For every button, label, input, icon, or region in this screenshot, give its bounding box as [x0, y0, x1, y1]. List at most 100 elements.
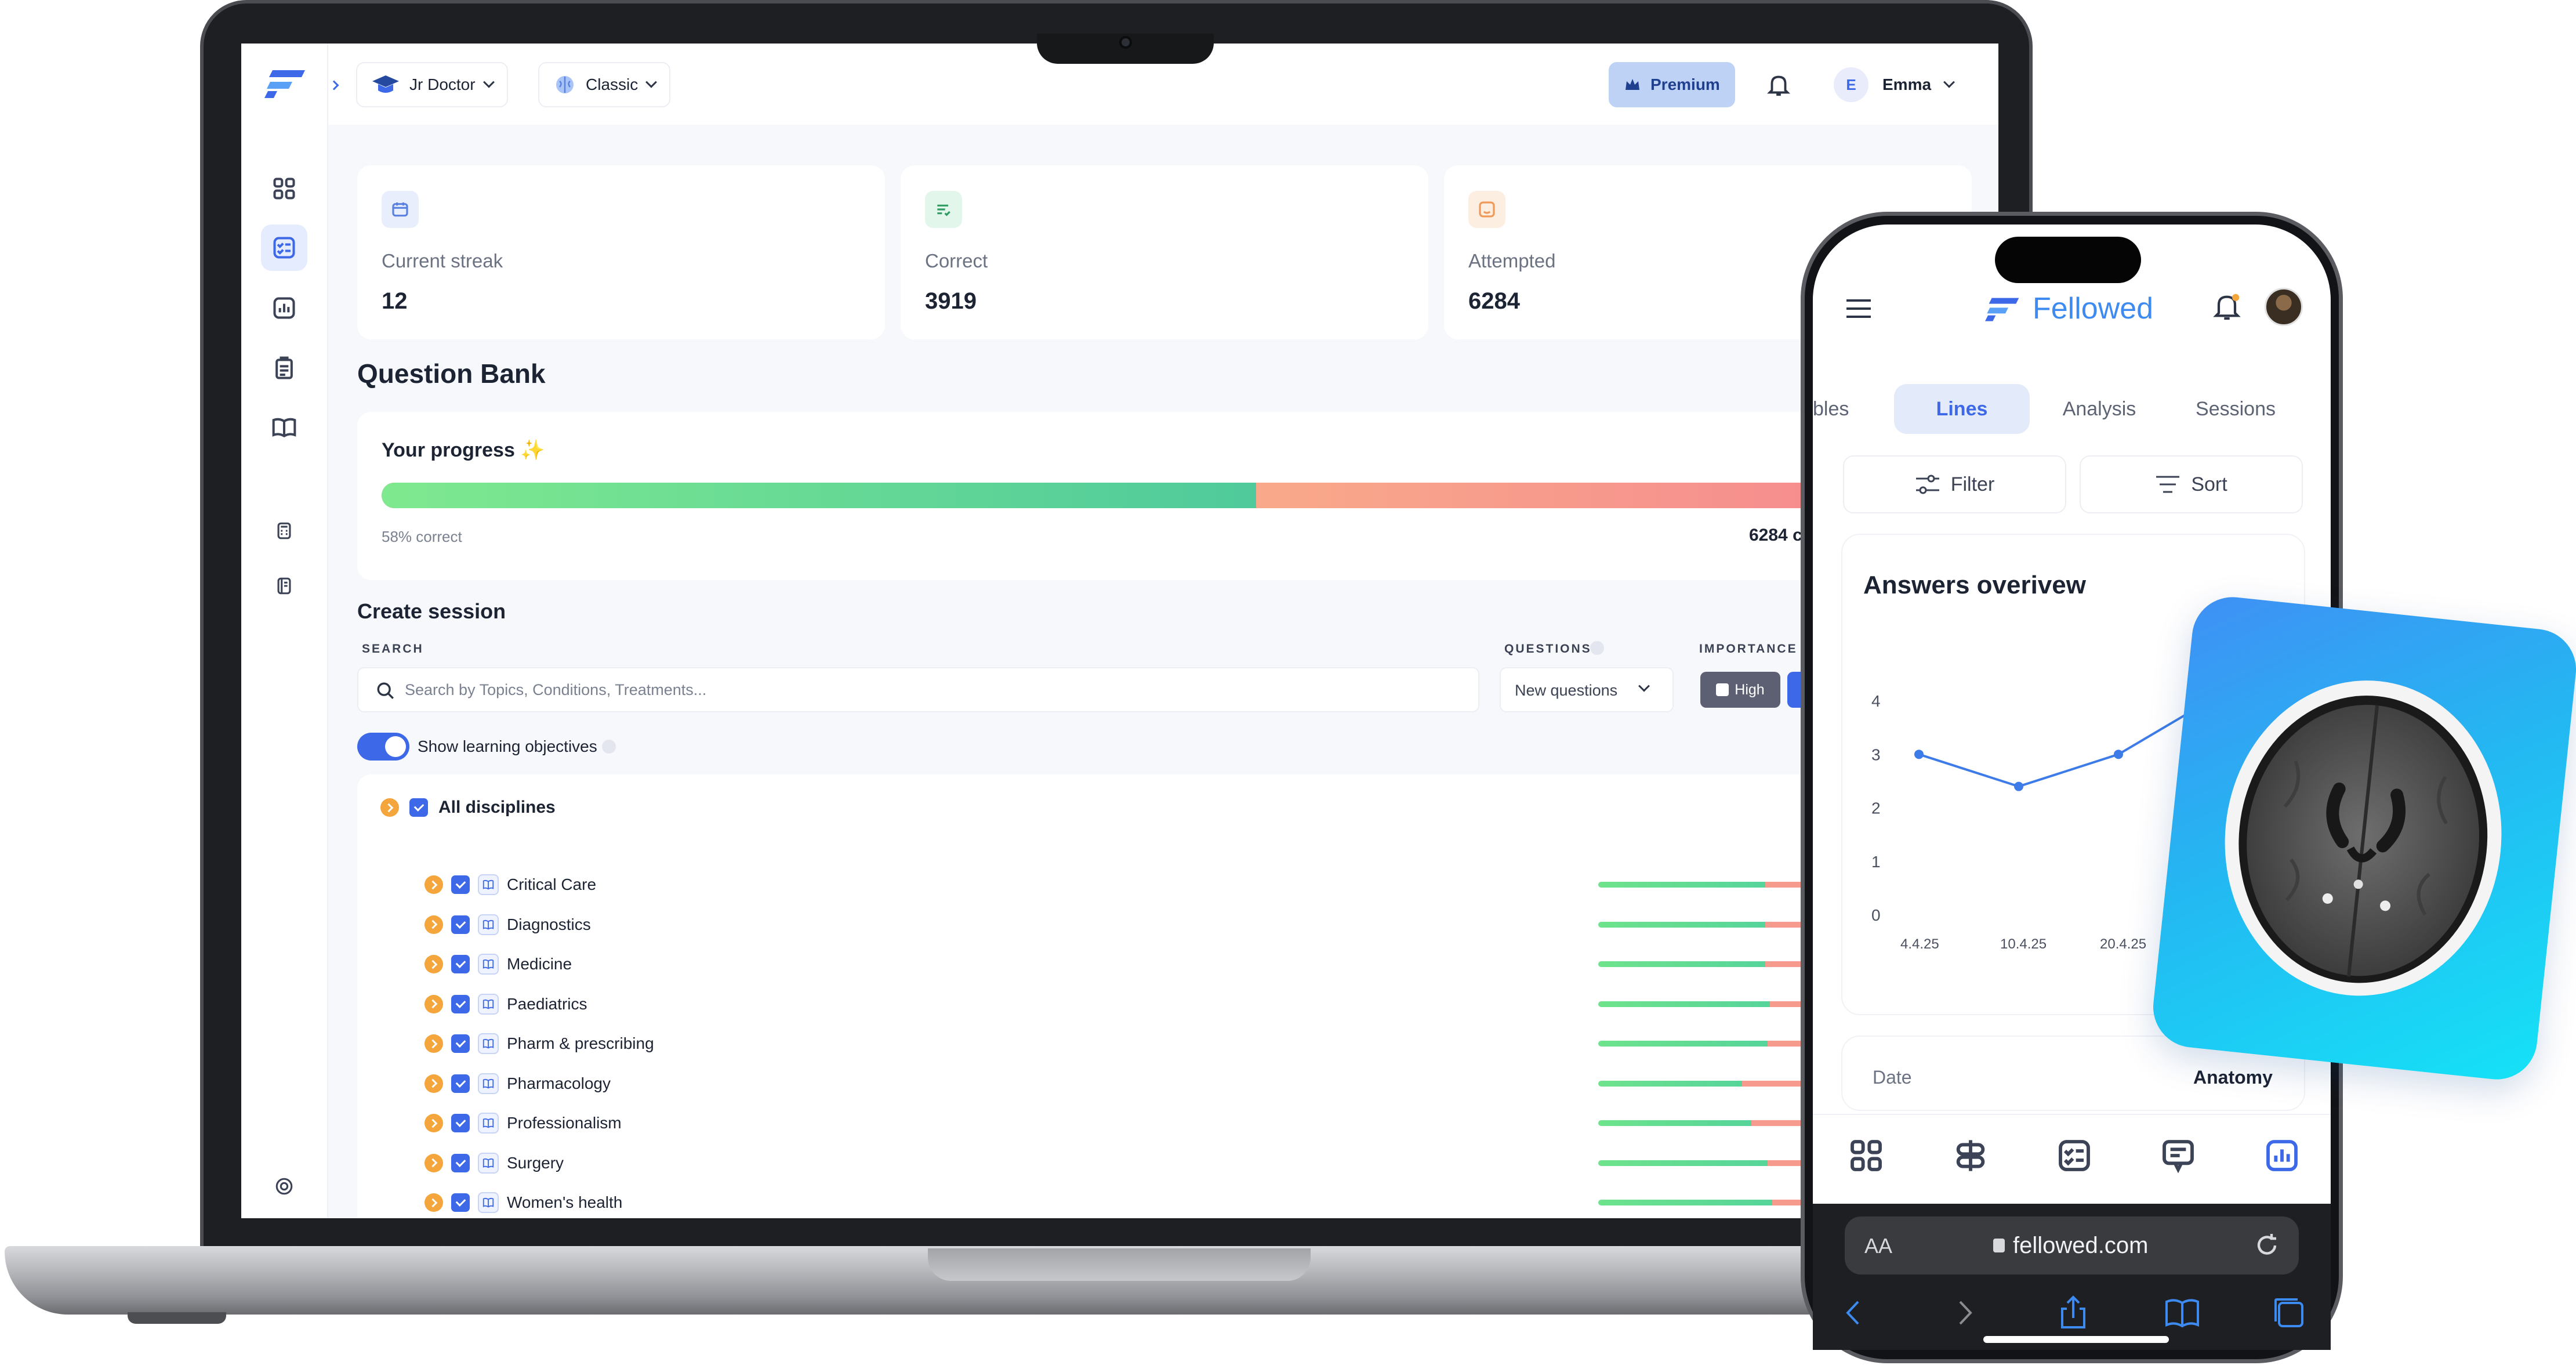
notifications-icon[interactable] — [1765, 71, 1792, 98]
support-icon[interactable] — [261, 1163, 307, 1210]
discipline-row[interactable]: Professionalism — [425, 1109, 622, 1138]
page-title: Question Bank — [357, 359, 546, 389]
share-icon[interactable] — [2053, 1292, 2094, 1333]
user-name: Emma — [1882, 75, 1932, 93]
laptop-screen: Jr Doctor Classic Premium E Emma Current… — [241, 44, 1998, 1218]
checkbox[interactable] — [451, 875, 470, 894]
url-bar[interactable]: AA fellowed.com — [1845, 1216, 2299, 1275]
filter-button[interactable]: Filter — [1843, 455, 2066, 513]
tab-lines[interactable]: Lines — [1894, 384, 2030, 434]
tab-analysis[interactable]: Analysis — [2062, 397, 2136, 420]
discipline-row[interactable]: Pharmacology — [425, 1069, 611, 1098]
discipline-name: Diagnostics — [507, 915, 591, 933]
checkbox[interactable] — [451, 1074, 470, 1093]
y-tick-label: 4 — [1871, 692, 1881, 710]
data-point[interactable] — [2014, 781, 2023, 791]
notifications-icon[interactable] — [2211, 290, 2243, 323]
bookmarks-icon[interactable] — [2162, 1292, 2203, 1333]
discipline-row[interactable]: Paediatrics — [425, 990, 587, 1019]
discipline-name: Surgery — [507, 1153, 564, 1172]
forward-icon[interactable] — [1944, 1292, 1984, 1333]
menu-icon[interactable] — [1845, 297, 1872, 320]
brand-logo — [1985, 298, 2019, 321]
tab-tables[interactable]: bles — [1813, 397, 1849, 420]
data-point[interactable] — [2114, 750, 2123, 759]
learning-objectives-toggle[interactable] — [357, 733, 409, 761]
checkbox[interactable] — [451, 1153, 470, 1172]
nav-certificate-icon[interactable] — [2160, 1137, 2197, 1174]
avatar[interactable] — [2265, 288, 2303, 326]
checkbox[interactable] — [451, 994, 470, 1013]
expand-icon[interactable] — [425, 1153, 443, 1172]
expand-icon[interactable] — [425, 994, 443, 1013]
expand-icon[interactable] — [425, 955, 443, 973]
create-session-title: Create session — [357, 599, 506, 623]
text-size-button[interactable]: AA — [1864, 1234, 1893, 1258]
checkbox[interactable] — [451, 915, 470, 934]
mode-selector[interactable]: Classic — [538, 62, 671, 107]
discipline-name: Women's health — [507, 1193, 623, 1211]
expand-icon[interactable] — [425, 1034, 443, 1053]
questions-select[interactable]: New questions — [1500, 667, 1674, 712]
phone-brand[interactable]: Fellowed — [1980, 290, 2153, 327]
avatar: E — [1834, 67, 1868, 102]
checkbox[interactable] — [409, 798, 428, 817]
notes-icon[interactable] — [261, 563, 307, 609]
top-bar: Jr Doctor Classic Premium E Emma — [328, 44, 1998, 125]
search-input[interactable]: Search by Topics, Conditions, Treatments… — [357, 667, 1479, 712]
checkbox[interactable] — [451, 1034, 470, 1053]
sidebar-expand-button[interactable] — [322, 74, 346, 97]
tabs-icon[interactable] — [2269, 1292, 2309, 1333]
user-menu[interactable]: E Emma — [1834, 66, 1955, 104]
all-disciplines-row[interactable]: All disciplines — [380, 793, 556, 822]
level-selector[interactable]: Jr Doctor — [356, 62, 508, 107]
discipline-row[interactable]: Diagnostics — [425, 910, 591, 939]
dashboard-grid-icon[interactable] — [261, 165, 307, 212]
sort-button[interactable]: Sort — [2080, 455, 2303, 513]
discipline-row[interactable]: Critical Care — [425, 870, 596, 899]
discipline-progress-bar — [1598, 1001, 1830, 1007]
stat-card-correct: Correct 3919 — [901, 165, 1428, 339]
expand-icon[interactable] — [425, 1074, 443, 1093]
tab-sessions[interactable]: Sessions — [2196, 397, 2276, 420]
expand-icon[interactable] — [425, 875, 443, 894]
checkbox[interactable] — [451, 955, 470, 973]
expand-icon[interactable] — [380, 798, 399, 817]
question-bank-icon[interactable] — [261, 225, 307, 271]
nav-question-bank-icon[interactable] — [2056, 1137, 2093, 1174]
nav-analytics-icon[interactable] — [2263, 1137, 2301, 1174]
discipline-row[interactable]: Medicine — [425, 950, 572, 979]
checkbox[interactable] — [451, 1193, 470, 1212]
checkbox[interactable] — [451, 1114, 470, 1132]
book-icon — [478, 993, 499, 1015]
stat-value: 3919 — [925, 288, 977, 314]
search-label: SEARCH — [362, 642, 424, 656]
expand-icon[interactable] — [425, 915, 443, 934]
calculator-icon[interactable] — [261, 508, 307, 554]
data-point[interactable] — [1914, 750, 1924, 759]
brand-logo[interactable] — [262, 66, 309, 100]
reload-icon[interactable] — [2253, 1232, 2281, 1259]
clipboard-icon[interactable] — [261, 345, 307, 392]
expand-icon[interactable] — [425, 1114, 443, 1132]
home-indicator — [1983, 1336, 2169, 1343]
premium-button[interactable]: Premium — [1609, 62, 1735, 107]
discipline-row[interactable]: Women's health — [425, 1188, 622, 1217]
nav-dashboard-icon[interactable] — [1848, 1137, 1885, 1174]
analytics-icon[interactable] — [261, 285, 307, 331]
back-icon[interactable] — [1834, 1292, 1874, 1333]
camera-icon — [1119, 36, 1132, 49]
chevron-down-icon — [482, 76, 495, 88]
y-tick-label: 0 — [1871, 906, 1881, 924]
smiley-icon — [1468, 191, 1505, 228]
search-placeholder: Search by Topics, Conditions, Treatments… — [405, 681, 707, 698]
progress-title: Your progress ✨ — [382, 439, 545, 461]
open-book-icon[interactable] — [261, 404, 307, 451]
importance-label: IMPORTANCE — [1699, 642, 1798, 656]
discipline-name: Paediatrics — [507, 994, 587, 1013]
discipline-row[interactable]: Surgery — [425, 1149, 564, 1178]
expand-icon[interactable] — [425, 1193, 443, 1212]
importance-high-chip[interactable]: High — [1700, 672, 1780, 708]
discipline-row[interactable]: Pharm & prescribing — [425, 1029, 654, 1058]
nav-sessions-icon[interactable] — [1952, 1137, 1989, 1174]
